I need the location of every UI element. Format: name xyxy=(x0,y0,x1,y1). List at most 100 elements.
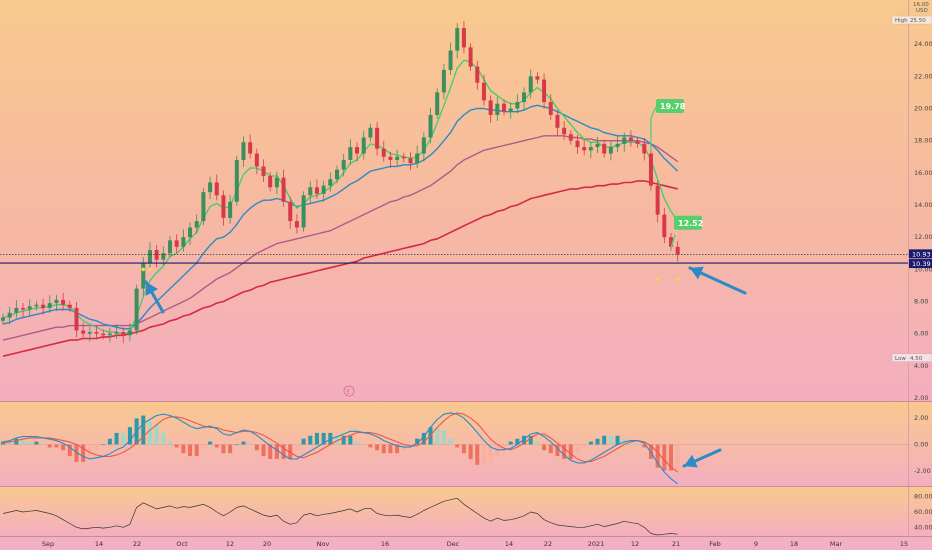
candle-body xyxy=(47,303,52,308)
high-value: 25.50 xyxy=(910,18,926,24)
candle-body xyxy=(94,332,99,334)
macd-signal-line xyxy=(2,412,679,473)
time-tick-label: 20 xyxy=(263,540,271,548)
macd-tick-label: 0.00 xyxy=(914,441,928,449)
rsi-pane: 80.00 60.00 40.00 xyxy=(2,493,932,536)
candle-body xyxy=(127,330,132,336)
candle-body xyxy=(615,143,620,148)
macd-histogram-bar xyxy=(368,444,373,448)
time-tick-label: Nov xyxy=(317,540,330,548)
macd-histogram-bar xyxy=(274,444,279,459)
time-tick-label: 15 xyxy=(900,540,908,548)
macd-histogram-bar xyxy=(34,441,39,445)
candle-body xyxy=(608,147,613,154)
candle-body xyxy=(268,176,273,188)
candle-body xyxy=(274,177,279,188)
time-tick-label: 16 xyxy=(381,540,389,548)
macd-histogram-bar xyxy=(548,444,553,454)
candle-body xyxy=(401,156,406,159)
macd-tick-label: -2.00 xyxy=(914,467,931,475)
macd-histogram-bar xyxy=(675,444,680,471)
macd-histogram-bar xyxy=(314,432,319,445)
candle-body xyxy=(134,288,139,331)
macd-histogram-bar xyxy=(214,444,219,448)
signal-dot xyxy=(655,277,660,281)
candle-body xyxy=(54,299,59,304)
candle-body xyxy=(341,159,346,170)
macd-histogram-bar xyxy=(582,444,587,448)
macd-histogram-bar xyxy=(188,444,193,457)
macd-histogram-bar xyxy=(355,441,360,445)
candle-body xyxy=(381,148,386,157)
macd-histogram-bar xyxy=(642,444,647,448)
candle-body xyxy=(281,177,286,202)
price-axis-divider xyxy=(908,0,909,537)
macd-histogram-bar xyxy=(201,444,206,448)
candle-body xyxy=(495,103,500,115)
currency-label: USD xyxy=(916,8,928,14)
candle-body xyxy=(21,307,26,310)
price-tick-label: 24.00 xyxy=(914,40,932,48)
macd-histogram-bar xyxy=(468,444,473,459)
candle-body xyxy=(74,307,79,331)
candle-body xyxy=(502,103,506,112)
rsi-tick-label: 80.00 xyxy=(914,493,932,501)
candle-body xyxy=(234,159,239,202)
macd-histogram-bar xyxy=(348,435,353,445)
candle-body xyxy=(568,134,573,141)
main-pane-bg xyxy=(0,0,932,401)
current-price-label: 10.93 xyxy=(912,250,931,258)
candle-body xyxy=(168,240,172,254)
macd-tick-label: 2.00 xyxy=(914,414,928,422)
time-tick-label: 22 xyxy=(544,540,552,548)
candle-body xyxy=(114,332,119,334)
time-tick-label: Sep xyxy=(42,540,54,548)
low-value: 4.50 xyxy=(910,356,923,362)
candle-body xyxy=(522,92,527,103)
candle-body xyxy=(475,66,480,83)
high-tag xyxy=(891,15,932,25)
macd-histogram-bar xyxy=(481,444,486,465)
macd-histogram-bar xyxy=(488,444,493,462)
time-tick-label: 18 xyxy=(790,540,798,548)
candle-body xyxy=(201,192,206,222)
candle-body xyxy=(101,333,106,336)
macd-histogram-bar xyxy=(628,441,633,445)
signal-dot xyxy=(675,277,680,281)
earnings-marker-label: E xyxy=(347,389,351,396)
macd-histogram-bar xyxy=(228,444,233,454)
candle-body xyxy=(228,201,233,218)
rsi-line xyxy=(2,497,678,536)
candle-body xyxy=(602,143,607,154)
macd-histogram-bar xyxy=(515,438,520,445)
candle-body xyxy=(388,156,393,160)
candle-body xyxy=(241,142,246,160)
ema-long-line xyxy=(2,180,678,357)
macd-histogram-bar xyxy=(54,444,59,448)
macd-histogram-bar xyxy=(575,444,580,454)
rsi-tick-label: 40.00 xyxy=(914,523,932,531)
macd-histogram-bar xyxy=(234,444,239,446)
candle-body xyxy=(161,253,166,260)
candle-body xyxy=(188,227,193,238)
price-tick-label: 4.00 xyxy=(914,362,928,370)
candle-body xyxy=(87,332,92,334)
macd-histogram-bar xyxy=(261,444,266,457)
candle-body xyxy=(121,332,126,336)
candle-body xyxy=(562,127,567,135)
time-tick-label: Mar xyxy=(830,540,843,548)
price-tick-label: 22.00 xyxy=(914,72,932,80)
macd-histogram-bar xyxy=(435,427,440,445)
macd-histogram-bar xyxy=(7,441,12,445)
main-price-axis: 2.00 4.00 6.00 8.00 10.00 12.00 14.00 16.00 18.0… xyxy=(914,40,932,402)
macd-histogram-bar xyxy=(595,438,600,445)
candle-body xyxy=(208,182,213,193)
candle-body xyxy=(575,140,580,148)
time-axis-bg xyxy=(0,537,932,550)
macd-histogram-bar xyxy=(455,444,460,448)
macd-histogram-bar xyxy=(121,432,126,445)
macd-histogram-bar xyxy=(154,424,159,445)
candle-body xyxy=(461,28,466,48)
arrow-breakout-head xyxy=(145,282,159,296)
time-tick-label: Feb xyxy=(709,540,721,548)
